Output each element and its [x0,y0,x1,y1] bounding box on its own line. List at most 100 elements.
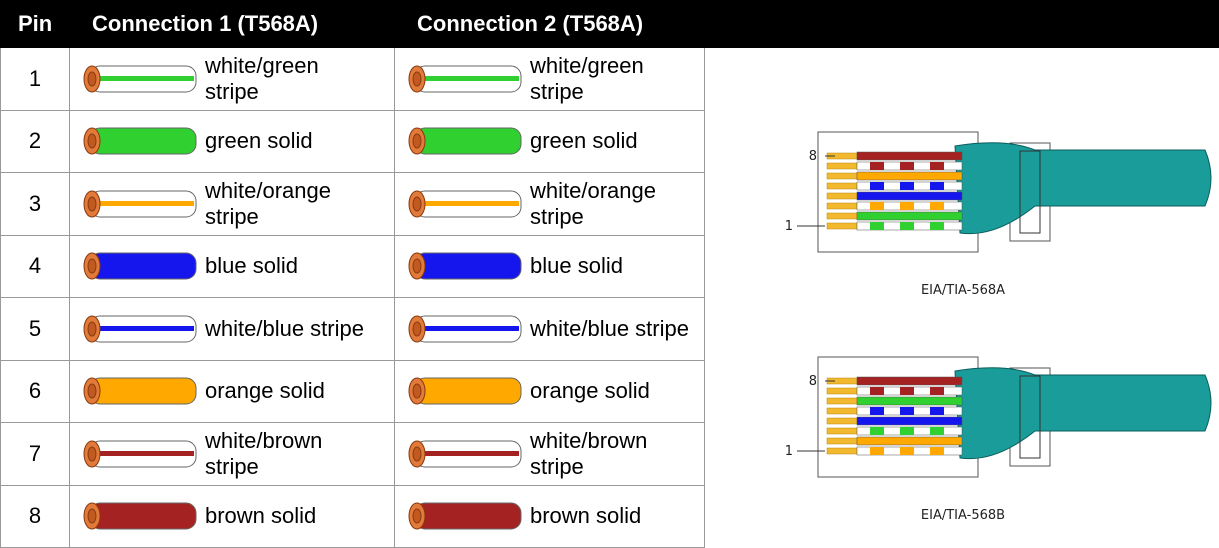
wire-icon [408,65,522,93]
pin-number: 2 [0,110,70,172]
wire-body [414,127,522,155]
wire-cell: white/green stripe [395,48,705,110]
wire-stripe [870,387,884,395]
pin-number: 5 [0,298,70,360]
wire-stripe [419,325,519,331]
wire-cell: brown solid [395,485,705,547]
wire-core [412,196,422,212]
header-cell: Pin [18,11,53,36]
wire-label: blue solid [205,253,298,279]
wire-icon [83,377,197,405]
wire-label: white/brown stripe [530,427,648,479]
wire-stripe [419,200,519,206]
wire-label: white/brown stripe [205,427,323,479]
wire-core [412,321,422,337]
wire-stripe [930,162,944,170]
wire-body [89,127,197,155]
wire-cell: orange solid [395,360,705,422]
wire-label: green solid [205,128,313,154]
wire-stripe [930,222,944,230]
wire-icon [408,252,522,280]
table-row: 2 green solid green solid [0,110,705,173]
wire-label: white/orange stripe [530,177,656,229]
contact [826,162,858,170]
cable [954,367,1212,460]
wire-icon [408,502,522,530]
contact [826,387,858,395]
wire-body [414,377,522,405]
pin-label: 1 [785,444,793,459]
wire-stripe [900,162,914,170]
wire-label: white/green stripe [205,52,319,104]
wire-label: green solid [530,128,638,154]
wiring-diagrams: 8 1 EIA/TIA-568A 8 1 EIA/TIA-568B [785,131,1212,523]
contact [826,202,858,210]
contact [826,222,858,230]
wire-icon [83,440,197,468]
pin-label: 8 [809,374,817,389]
contact [826,182,858,190]
contact [826,407,858,415]
wire-core [87,71,97,87]
wire-core [412,383,422,399]
wire-cell: white/brown stripe [70,423,395,485]
wire-core [412,446,422,462]
pin-number: 4 [0,235,70,297]
pin-number: 7 [0,423,70,485]
wire-label: brown solid [530,503,642,529]
wire-cell: orange solid [70,360,395,422]
wire-stripe [900,447,914,455]
contact [826,427,858,435]
wire-cell: brown solid [70,485,395,547]
wire-icon [83,315,197,343]
wire-stripe [419,75,519,81]
wire-stripe [94,325,194,331]
wire-core [87,446,97,462]
wire-label: orange solid [205,378,325,404]
wire-icon [83,190,197,218]
wire-stripe [870,407,884,415]
pin-number: 3 [0,173,70,235]
wire-body [89,377,197,405]
wire-cell: white/orange stripe [395,173,705,235]
wire-stripe [900,387,914,395]
wire-cell: white/blue stripe [70,298,395,360]
connector-latch-inner [1019,150,1041,234]
header-cell: Connection 2 (T568A) [417,11,644,36]
wire-stripe [930,182,944,190]
wire-stripe [930,427,944,435]
table-row: 8 brown solid brown solid [0,485,705,548]
wire-stripe [870,202,884,210]
contact [826,172,858,180]
cable [954,142,1212,235]
wire-label: orange solid [530,378,650,404]
wire-cell: blue solid [70,235,395,297]
table-row: 3 white/orange stripe white/orange stripe [0,173,705,236]
wire-icon [408,440,522,468]
wire-stripe [94,450,194,456]
pin-number: 8 [0,485,70,547]
wire-icon [408,377,522,405]
wire-stripe [930,447,944,455]
wire-cell: blue solid [395,235,705,297]
wire-icon [83,127,197,155]
wire-stripe [900,222,914,230]
wire [856,376,963,386]
contact [826,447,858,455]
wire-stripe [930,387,944,395]
wire [856,396,963,406]
wire-core [87,508,97,524]
wire [856,191,963,201]
wire-cell: white/orange stripe [70,173,395,235]
wire-core [87,321,97,337]
wire [856,171,963,181]
pin-number: 6 [0,360,70,422]
wire-stripe [94,75,194,81]
diagram-caption: EIA/TIA-568A [921,283,1005,298]
wire-label: blue solid [530,253,623,279]
wire-core [412,71,422,87]
wire-cell: green solid [70,110,395,172]
wire-icon [408,190,522,218]
wire-core [412,133,422,149]
table-row: 7 white/brown stripe white/brown stripe [0,423,705,486]
